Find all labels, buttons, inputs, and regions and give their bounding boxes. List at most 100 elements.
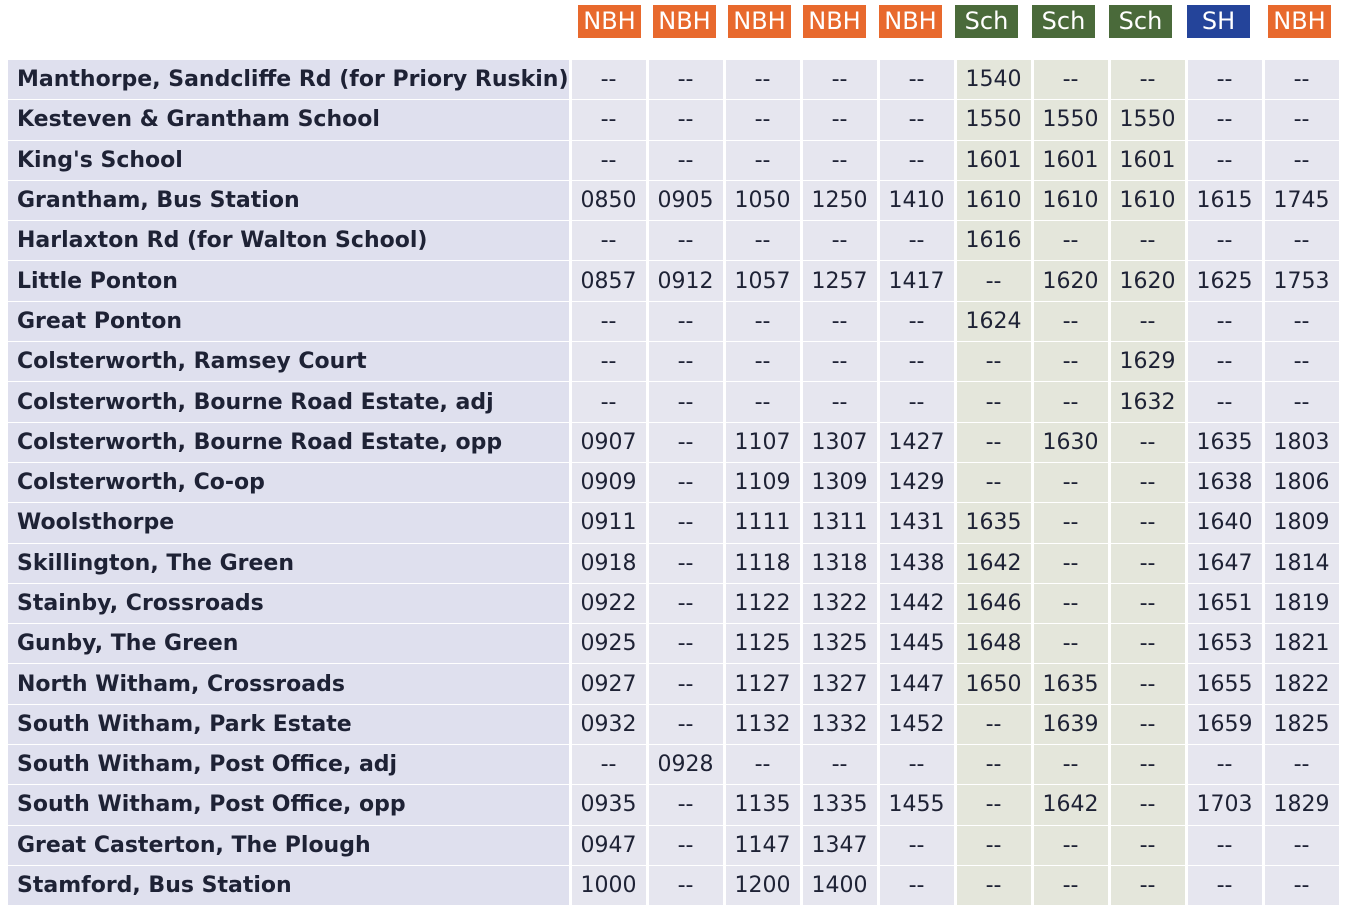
departure-time: 1417 — [879, 261, 957, 302]
departure-time: -- — [648, 865, 726, 907]
stop-name: Colsterworth, Ramsey Court — [8, 342, 572, 383]
departure-time: 1400 — [802, 865, 880, 907]
departure-time: 0932 — [571, 704, 649, 746]
table-row: Colsterworth, Bourne Road Estate, adj -- -… — [8, 382, 1342, 423]
departure-time: -- — [648, 825, 726, 866]
departure-time: -- — [879, 140, 957, 181]
departure-time: 0909 — [571, 462, 649, 504]
timetable: Manthorpe, Sandcliffe Rd (for Priory Rus… — [8, 60, 1342, 907]
service-type-badge-sch: Sch — [1109, 5, 1172, 38]
departure-time: -- — [1187, 301, 1265, 343]
departure-time: -- — [648, 382, 726, 423]
departure-time: -- — [956, 704, 1034, 746]
departure-time: -- — [1110, 60, 1188, 101]
stop-name: Stainby, Crossroads — [8, 583, 572, 625]
departure-time: 1629 — [1110, 342, 1188, 383]
departure-time: 1646 — [956, 583, 1034, 625]
departure-time: 1635 — [1033, 664, 1111, 705]
departure-time: -- — [802, 140, 880, 181]
departure-time: 1438 — [879, 543, 957, 584]
departure-time: 1814 — [1264, 543, 1342, 584]
departure-time: -- — [1110, 301, 1188, 343]
departure-time: -- — [956, 422, 1034, 463]
departure-time: -- — [1033, 301, 1111, 343]
stop-name: Colsterworth, Bourne Road Estate, opp — [8, 422, 572, 463]
departure-time: 1455 — [879, 785, 957, 826]
departure-time: -- — [1033, 462, 1111, 504]
departure-time: 1620 — [1110, 261, 1188, 302]
departure-time: 1147 — [725, 825, 803, 866]
departure-time: 0928 — [648, 745, 726, 786]
stop-name: Grantham, Bus Station — [8, 180, 572, 222]
service-type-badge-nbh: NBH — [728, 5, 791, 38]
departure-time: 1806 — [1264, 462, 1342, 504]
stop-name: Colsterworth, Bourne Road Estate, adj — [8, 382, 572, 423]
departure-time: -- — [1110, 583, 1188, 625]
departure-time: 1610 — [1033, 180, 1111, 222]
table-row: Grantham, Bus Station 0850 0905 1050 1250 141… — [8, 180, 1342, 222]
departure-time: -- — [571, 221, 649, 262]
departure-time: 1642 — [956, 543, 1034, 584]
departure-time: 1650 — [956, 664, 1034, 705]
departure-time: 1429 — [879, 462, 957, 504]
service-type-badge-nbh: NBH — [1268, 5, 1331, 38]
departure-time: 1127 — [725, 664, 803, 705]
departure-time: -- — [1264, 60, 1342, 101]
departure-time: 1630 — [1033, 422, 1111, 463]
departure-time: -- — [879, 221, 957, 262]
departure-time: 1000 — [571, 865, 649, 907]
departure-time: 1109 — [725, 462, 803, 504]
departure-time: -- — [1033, 583, 1111, 625]
stop-name: North Witham, Crossroads — [8, 664, 572, 705]
departure-time: 1318 — [802, 543, 880, 584]
departure-time: -- — [1033, 221, 1111, 262]
departure-time: 1615 — [1187, 180, 1265, 222]
departure-time: -- — [802, 301, 880, 343]
stop-name: South Witham, Post Office, adj — [8, 745, 572, 786]
stop-name: Little Ponton — [8, 261, 572, 302]
departure-time: 0935 — [571, 785, 649, 826]
departure-time: -- — [571, 342, 649, 383]
table-row: Woolsthorpe 0911 -- 1111 1311 1431 1635 -- -- 164… — [8, 503, 1342, 544]
departure-time: -- — [571, 140, 649, 181]
stop-name: Stamford, Bus Station — [8, 865, 572, 907]
departure-time: 0905 — [648, 180, 726, 222]
departure-time: 1610 — [956, 180, 1034, 222]
table-row: Colsterworth, Co-op 0909 -- 1109 1309 1429 -- -… — [8, 462, 1342, 504]
departure-time: -- — [648, 221, 726, 262]
departure-time: -- — [879, 342, 957, 383]
departure-time: -- — [725, 60, 803, 101]
stop-name: Manthorpe, Sandcliffe Rd (for Priory Rus… — [8, 60, 572, 101]
departure-time: -- — [1264, 382, 1342, 423]
departure-time: -- — [1264, 100, 1342, 141]
departure-time: -- — [956, 342, 1034, 383]
departure-time: -- — [1110, 664, 1188, 705]
departure-time: -- — [1110, 221, 1188, 262]
departure-time: 1610 — [1110, 180, 1188, 222]
departure-time: -- — [648, 664, 726, 705]
departure-time: -- — [1187, 745, 1265, 786]
departure-time: -- — [648, 301, 726, 343]
departure-time: -- — [802, 382, 880, 423]
departure-time: 1659 — [1187, 704, 1265, 746]
departure-time: 0925 — [571, 624, 649, 665]
departure-time: -- — [1187, 382, 1265, 423]
departure-time: -- — [956, 745, 1034, 786]
table-row: Great Casterton, The Plough 0947 -- 1147 134… — [8, 825, 1342, 866]
departure-time: -- — [802, 221, 880, 262]
departure-time: -- — [1264, 825, 1342, 866]
departure-time: -- — [956, 382, 1034, 423]
departure-time: 0912 — [648, 261, 726, 302]
departure-time: 1825 — [1264, 704, 1342, 746]
stop-name: Great Ponton — [8, 301, 572, 343]
departure-time: -- — [648, 462, 726, 504]
stop-name: South Witham, Post Office, opp — [8, 785, 572, 826]
departure-time: -- — [879, 100, 957, 141]
departure-time: -- — [1033, 60, 1111, 101]
departure-time: 1431 — [879, 503, 957, 544]
departure-time: -- — [648, 60, 726, 101]
departure-time: 1135 — [725, 785, 803, 826]
departure-time: -- — [956, 785, 1034, 826]
departure-time: -- — [725, 221, 803, 262]
departure-time: 0918 — [571, 543, 649, 584]
